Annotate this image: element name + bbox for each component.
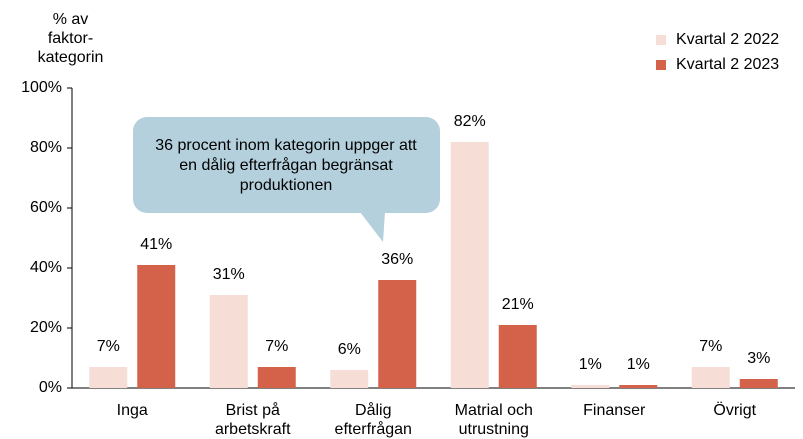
- bar: [330, 370, 369, 388]
- value-label: 6%: [338, 341, 361, 358]
- annotation-text: 36 procent inom kategorin uppger att en …: [155, 137, 417, 194]
- x-tick-label: Dålig efterfrågan: [334, 402, 412, 438]
- value-label: 82%: [454, 113, 486, 130]
- y-axis-label: % av faktor-kategorin: [37, 11, 104, 66]
- x-tick-label: Matrial och utrustning: [454, 402, 533, 438]
- bar: [450, 142, 489, 388]
- annotation: [133, 117, 440, 213]
- value-label: 3%: [747, 350, 770, 367]
- bar: [137, 265, 176, 388]
- y-tick-label: 40%: [30, 259, 62, 276]
- y-tick-label: 100%: [21, 79, 62, 96]
- value-label: 41%: [140, 236, 172, 253]
- legend-label: Kvartal 2 2022: [676, 31, 779, 48]
- bar: [498, 325, 537, 388]
- bar: [209, 295, 248, 388]
- y-tick-label: 0%: [39, 379, 62, 396]
- value-label: 1%: [627, 356, 650, 373]
- x-tick-label: Brist på arbetskraft: [214, 402, 291, 438]
- y-tick-label: 80%: [30, 139, 62, 156]
- legend-swatch: [656, 60, 666, 70]
- x-tick-label: Övrigt: [713, 402, 757, 419]
- value-label: 31%: [213, 266, 245, 283]
- legend-swatch: [656, 35, 666, 45]
- value-label: 7%: [699, 338, 722, 355]
- x-tick-label: Inga: [116, 402, 148, 419]
- value-label: 7%: [97, 338, 120, 355]
- y-tick-label: 20%: [30, 319, 62, 336]
- annotation-tail: [360, 212, 385, 242]
- bar: [571, 385, 610, 388]
- bar: [378, 280, 417, 388]
- x-tick-label: Finanser: [583, 402, 646, 419]
- bar: [739, 379, 778, 388]
- value-label: 1%: [579, 356, 602, 373]
- bar: [619, 385, 658, 388]
- value-label: 21%: [502, 296, 534, 313]
- legend-label: Kvartal 2 2023: [676, 56, 779, 73]
- bar: [257, 367, 296, 388]
- value-label: 7%: [265, 338, 288, 355]
- y-tick-label: 60%: [30, 199, 62, 216]
- bar: [89, 367, 128, 388]
- bar: [691, 367, 730, 388]
- value-label: 36%: [381, 251, 413, 268]
